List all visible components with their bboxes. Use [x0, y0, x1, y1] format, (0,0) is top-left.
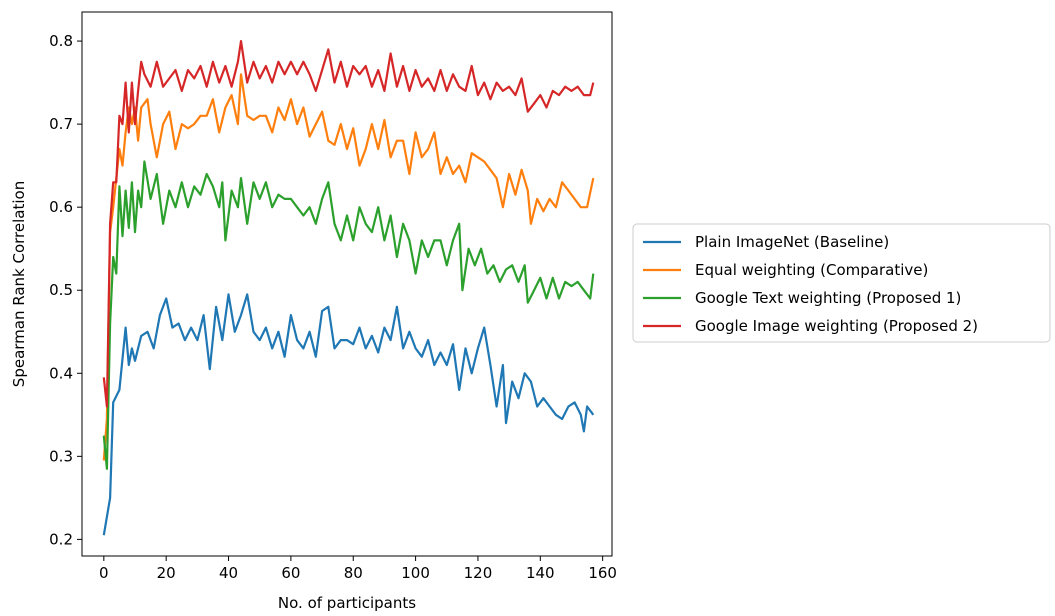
x-axis-label: No. of participants [278, 594, 416, 612]
x-tick-label: 40 [219, 564, 238, 582]
x-axis: 0 20 40 60 80 100 120 140 160 [99, 556, 617, 582]
legend-entry: Google Text weighting (Proposed 1) [695, 289, 961, 307]
x-tick-label: 100 [401, 564, 430, 582]
y-tick-label: 0.5 [49, 281, 73, 299]
plot-frame [81, 11, 613, 557]
x-tick-label: 20 [157, 564, 176, 582]
legend-entry: Plain ImageNet (Baseline) [695, 233, 889, 251]
legend: Plain ImageNet (Baseline) Equal weighting… [632, 223, 1051, 343]
series-line-2 [102, 73, 595, 461]
x-tick-label: 60 [281, 564, 300, 582]
x-tick-label: 140 [526, 564, 555, 582]
legend-entry: Equal weighting (Comparative) [695, 261, 928, 279]
x-tick-label: 120 [464, 564, 493, 582]
y-tick-label: 0.7 [49, 115, 73, 133]
y-tick-label: 0.3 [49, 447, 73, 465]
plot-lines [102, 40, 595, 536]
x-tick-label: 80 [344, 564, 363, 582]
legend-box [632, 223, 1051, 343]
x-tick-label: 0 [99, 564, 109, 582]
y-tick-label: 0.2 [49, 530, 73, 548]
legend-entry: Google Image weighting (Proposed 2) [695, 317, 978, 335]
y-axis: 0.2 0.3 0.4 0.5 0.6 0.7 0.8 [49, 32, 82, 548]
x-tick-label: 160 [588, 564, 617, 582]
series-line-1 [102, 293, 595, 536]
y-tick-label: 0.6 [49, 198, 73, 216]
series-line-3 [102, 160, 595, 470]
series-line-4 [102, 40, 595, 408]
y-tick-label: 0.8 [49, 32, 73, 50]
y-axis-label: Spearman Rank Correlation [10, 181, 28, 387]
y-tick-label: 0.4 [49, 364, 73, 382]
